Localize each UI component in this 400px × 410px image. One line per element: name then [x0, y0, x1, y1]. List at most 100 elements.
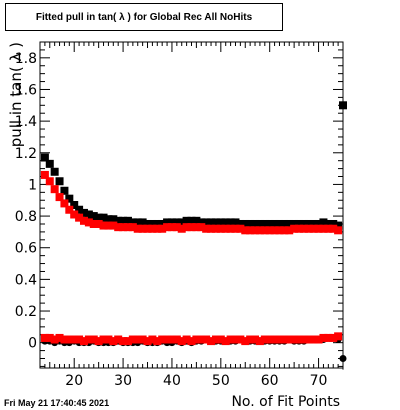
data-point — [119, 337, 128, 346]
data-point — [251, 226, 260, 235]
data-point — [339, 355, 347, 363]
data-point — [231, 224, 240, 233]
data-point — [70, 335, 79, 344]
data-point — [309, 335, 318, 344]
data-point — [84, 218, 93, 227]
data-point — [153, 219, 162, 228]
data-point — [211, 335, 220, 344]
data-point — [319, 333, 328, 342]
data-point — [334, 221, 343, 230]
data-point — [45, 177, 54, 186]
data-point — [109, 221, 118, 230]
data-point — [172, 218, 181, 227]
data-point — [50, 185, 59, 194]
data-point — [133, 218, 142, 227]
series-2 — [339, 54, 347, 156]
data-point — [295, 335, 304, 344]
data-point — [79, 208, 88, 217]
data-point — [99, 221, 108, 230]
data-point — [285, 226, 294, 235]
data-point — [216, 218, 225, 227]
data-point — [290, 224, 299, 233]
data-point — [231, 335, 240, 344]
data-point — [280, 226, 289, 235]
data-point — [197, 335, 206, 344]
x-tick-label: 20 — [65, 373, 83, 389]
data-point — [226, 335, 235, 344]
data-point — [148, 335, 157, 344]
data-point — [177, 337, 186, 346]
data-point — [260, 219, 269, 228]
data-point — [128, 223, 137, 232]
data-point — [304, 224, 313, 233]
data-point — [163, 223, 172, 232]
data-point — [177, 218, 186, 227]
data-point — [182, 216, 191, 225]
y-tick-label: 1.6 — [15, 82, 37, 98]
data-point — [226, 218, 235, 227]
data-point — [246, 219, 255, 228]
data-point — [128, 335, 137, 344]
y-tick-label: 0 — [28, 336, 37, 352]
data-point — [133, 224, 142, 233]
data-point — [290, 219, 299, 228]
data-point — [89, 212, 98, 221]
data-point — [109, 215, 118, 224]
data-point — [207, 218, 216, 227]
data-point — [60, 186, 69, 195]
series-4 — [40, 332, 343, 346]
data-point — [275, 226, 284, 235]
data-point — [304, 219, 313, 228]
data-point — [89, 219, 98, 228]
data-point — [143, 219, 152, 228]
data-point — [251, 219, 260, 228]
data-point — [182, 223, 191, 232]
data-point — [314, 335, 323, 344]
data-point — [143, 337, 152, 346]
data-point — [70, 201, 79, 209]
data-point — [197, 223, 206, 232]
data-point — [104, 215, 113, 224]
data-point — [207, 337, 216, 346]
data-point — [123, 337, 132, 346]
data-point — [163, 335, 172, 344]
data-point — [123, 223, 132, 232]
data-point — [221, 224, 230, 233]
data-point — [119, 223, 128, 232]
data-point — [55, 193, 64, 202]
data-point — [255, 219, 264, 228]
data-point — [236, 224, 245, 233]
data-point — [216, 335, 225, 344]
data-point — [94, 219, 103, 228]
data-point — [255, 337, 264, 346]
data-point — [324, 333, 333, 342]
data-point — [251, 335, 260, 344]
data-point — [304, 335, 313, 344]
data-point — [84, 210, 93, 219]
data-point — [334, 332, 343, 341]
data-point — [226, 224, 235, 233]
data-point — [40, 153, 49, 162]
data-point — [65, 194, 74, 203]
data-point — [192, 335, 201, 344]
data-point — [309, 224, 318, 233]
data-point — [60, 335, 69, 344]
y-tick-label: 1.8 — [15, 51, 37, 67]
plot-frame — [39, 41, 344, 369]
data-point — [94, 213, 103, 222]
chart-title: Fitted pull in tan( λ ) for Global Rec A… — [35, 11, 253, 23]
data-point — [167, 335, 176, 344]
data-point — [221, 337, 230, 346]
data-point — [202, 335, 211, 344]
data-point — [231, 218, 240, 227]
data-point — [114, 223, 123, 232]
data-point — [211, 224, 220, 233]
x-tick-label: 50 — [212, 373, 230, 389]
data-point — [265, 226, 274, 235]
data-point — [153, 337, 162, 346]
data-point — [202, 218, 211, 227]
y-tick-label: 0.2 — [15, 304, 37, 320]
data-point — [50, 335, 59, 344]
data-point — [138, 335, 147, 344]
data-point — [207, 224, 216, 233]
